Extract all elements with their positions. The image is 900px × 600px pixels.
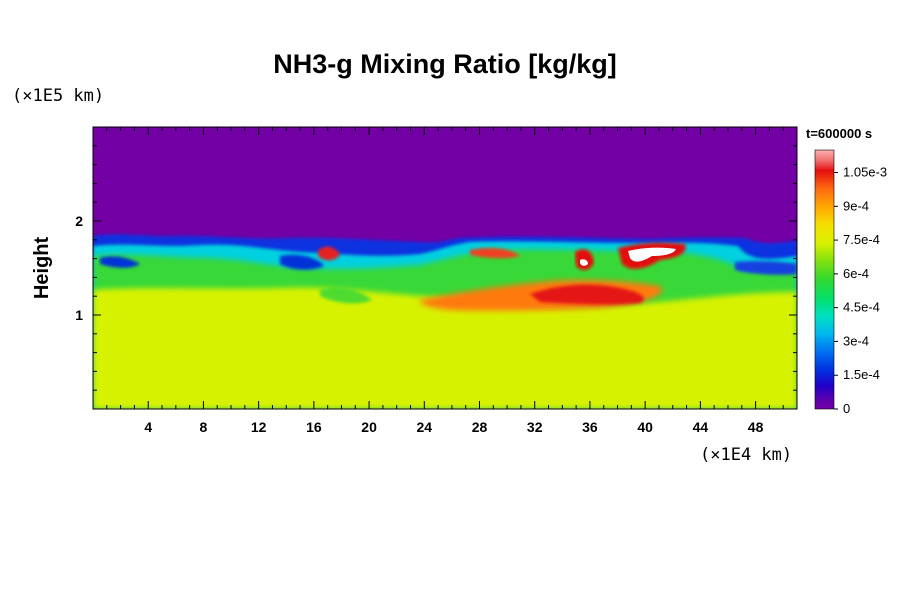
x-tick-label: 4 bbox=[144, 419, 152, 435]
x-tick-label: 24 bbox=[417, 419, 433, 435]
time-label: t=600000 s bbox=[806, 126, 872, 141]
y-axis-label: Height bbox=[31, 237, 53, 300]
blue-patch-left bbox=[100, 256, 140, 268]
y-tick-label: 2 bbox=[75, 213, 83, 229]
colorbar-tick-label: 9e-4 bbox=[843, 198, 869, 213]
blue-patch-right bbox=[735, 261, 797, 275]
colorbar-tick-label: 6e-4 bbox=[843, 266, 869, 281]
colorbar-ticks: 0 1.5e-4 3e-4 4.5e-4 6e-4 7.5e-4 9e-4 1.05e-3 bbox=[834, 165, 887, 416]
x-tick-label: 44 bbox=[693, 419, 709, 435]
x-tick-label: 28 bbox=[472, 419, 488, 435]
colorbar-tick-label: 1.05e-3 bbox=[843, 165, 887, 180]
x-tick-label: 36 bbox=[582, 419, 598, 435]
red-streak-mid bbox=[470, 248, 520, 259]
lower-layer bbox=[93, 287, 797, 409]
y-tick-label: 1 bbox=[75, 307, 83, 323]
blue-patch-mid bbox=[280, 254, 324, 270]
x-axis: 4 8 12 16 20 24 28 32 36 40 44 48 bbox=[106, 127, 784, 435]
colorbar bbox=[814, 149, 835, 410]
x-unit-label: (×1E4 km) bbox=[700, 445, 792, 465]
x-tick-label: 12 bbox=[251, 419, 267, 435]
peak-white bbox=[628, 247, 676, 262]
red-streak-left bbox=[318, 246, 340, 261]
x-tick-label: 8 bbox=[200, 419, 208, 435]
x-tick-label: 48 bbox=[748, 419, 764, 435]
colorbar-tick-label: 1.5e-4 bbox=[843, 367, 880, 382]
colorbar-tick-label: 7.5e-4 bbox=[843, 232, 880, 247]
colorbar-tick-label: 0 bbox=[843, 401, 850, 416]
y-unit-label: (×1E5 km) bbox=[12, 86, 104, 106]
chart-title: NH3-g Mixing Ratio [kg/kg] bbox=[273, 49, 617, 79]
heatmap-field bbox=[93, 127, 797, 409]
colorbar-tick-label: 4.5e-4 bbox=[843, 300, 880, 315]
x-tick-label: 32 bbox=[527, 419, 543, 435]
x-tick-label: 20 bbox=[361, 419, 377, 435]
x-tick-label: 16 bbox=[306, 419, 322, 435]
green-wisp-1 bbox=[320, 287, 372, 304]
plot-frame bbox=[92, 126, 798, 410]
red-core bbox=[530, 284, 644, 305]
peak-white-small bbox=[580, 259, 588, 266]
x-tick-label: 40 bbox=[637, 419, 653, 435]
y-axis: 12 bbox=[75, 145, 797, 391]
colorbar-tick-label: 3e-4 bbox=[843, 333, 869, 348]
